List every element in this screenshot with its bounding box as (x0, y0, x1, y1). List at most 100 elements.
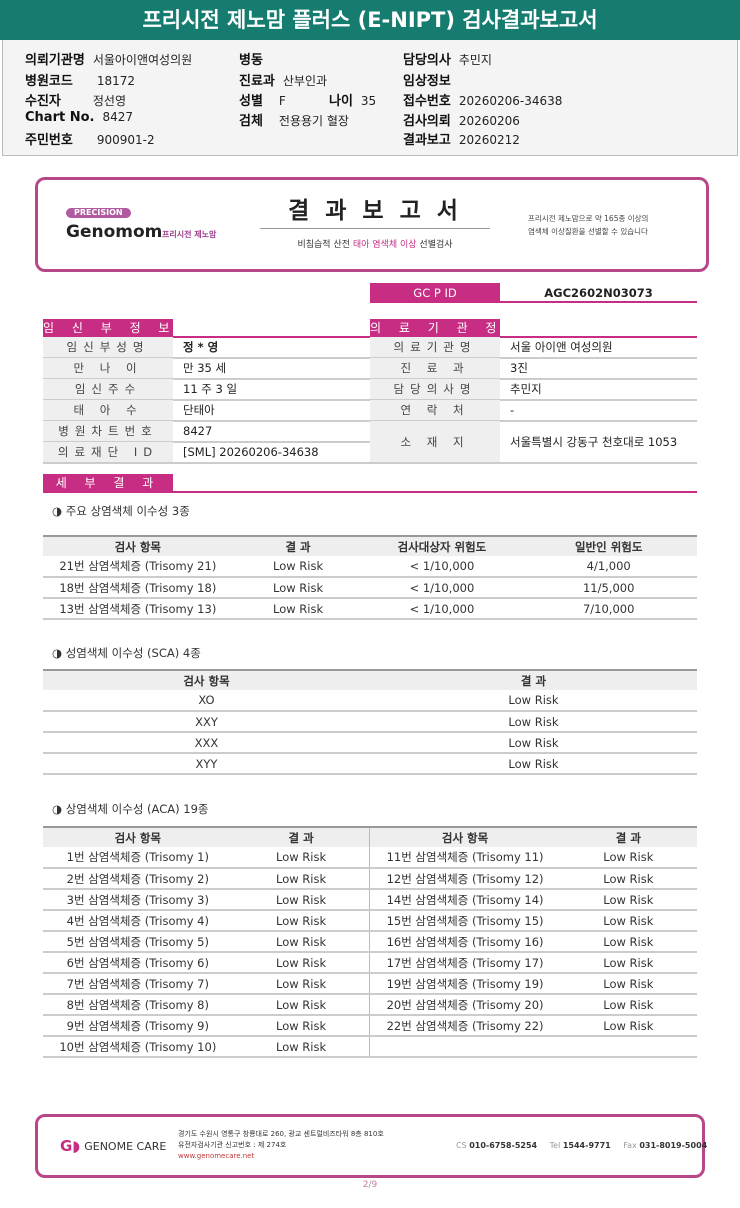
table-cell: Low Risk (559, 931, 697, 953)
clinical-field: 임상정보 (403, 74, 451, 89)
table-cell: 10번 삼염색체증 (Trisomy 10) (43, 1036, 233, 1058)
major-aneuploidy-table: 검사 항목 결 과 검사대상자 위험도 일반인 위험도 21번 삼염색체증 (Triso… (43, 535, 697, 620)
column-header: 일반인 위험도 (520, 535, 697, 556)
genome-care-logo-icon: G◗ (60, 1137, 81, 1155)
hospital-code-field: 병원코드 18172 (25, 74, 136, 89)
table-cell: Low Risk (232, 931, 370, 953)
row-divider (43, 378, 370, 380)
pregnant-info-label: 임신부성명 (43, 337, 173, 358)
table-cell: Low Risk (232, 1015, 370, 1037)
table-row: XXX Low Risk (43, 732, 697, 754)
row-divider (370, 462, 697, 464)
patient-header: 의뢰기관명 서울아이앤여성의원 병원코드 18172 수진자 정선영 Chart No… (2, 40, 738, 156)
report-date-field: 결과보고 20260212 (403, 133, 520, 148)
table-cell (559, 1036, 697, 1058)
row-divider (370, 420, 697, 422)
table-cell: XXY (43, 711, 370, 733)
pregnant-info-label: 만 나 이 (43, 358, 173, 379)
aca-section-label: ◑ 상염색체 이수성 (ACA) 19종 (52, 802, 209, 816)
table-cell: 17번 삼염색체증 (Trisomy 17) (369, 952, 560, 974)
column-header: 결 과 (232, 535, 364, 556)
table-cell: 11/5,000 (520, 577, 697, 599)
pregnant-info-value: 8427 (183, 424, 213, 438)
table-cell: 13번 삼염색체증 (Trisomy 13) (43, 598, 233, 620)
institution-info-label: 진 료 과 (370, 358, 500, 379)
aca-table: 검사 항목 결 과 검사 항목 결 과 1번 삼염색체증 (Trisomy 1) Low … (43, 826, 697, 1058)
banner-tagline: 프리시전 제노맘으로 약 165종 이상의 염색체 이상질환을 선별할 수 있습니… (528, 214, 649, 236)
table-cell: Low Risk (232, 598, 364, 620)
table-cell: Low Risk (559, 889, 697, 911)
table-cell: Low Risk (232, 973, 370, 995)
table-cell: 7/10,000 (520, 598, 697, 620)
table-cell: < 1/10,000 (363, 577, 521, 599)
table-row: XO Low Risk (43, 690, 697, 712)
pregnant-info-value: 단태아 (183, 403, 215, 417)
table-cell: Low Risk (232, 910, 370, 932)
website-link[interactable]: www.genomecare.net (178, 1152, 255, 1160)
institution-info-value: 서울 아이앤 여성의원 (510, 340, 613, 354)
table-cell: Low Risk (232, 952, 370, 974)
column-header: 검사 항목 (43, 826, 233, 847)
institution-info-value: - (510, 403, 515, 417)
report-title: 프리시전 제노맘 플러스 (E-NIPT) 검사결과보고서 (0, 0, 740, 40)
table-cell: 18번 삼염색체증 (Trisomy 18) (43, 577, 233, 599)
table-cell: Low Risk (370, 753, 697, 775)
table-cell: Low Risk (370, 690, 697, 712)
table-cell: Low Risk (559, 847, 697, 869)
table-row: 2번 삼염색체증 (Trisomy 2) Low Risk 12번 삼염색체증 (T… (43, 868, 697, 890)
table-cell: Low Risk (559, 952, 697, 974)
table-cell: 22번 삼염색체증 (Trisomy 22) (369, 1015, 560, 1037)
institution-info-label: 소 재 지 (370, 421, 500, 463)
pregnant-info-label: 임신주수 (43, 379, 173, 400)
sca-section-label: ◑ 성염색체 이수성 (SCA) 4종 (52, 646, 201, 660)
institution-info-value: 추민지 (510, 382, 542, 396)
pregnant-info-label: 병원차트번호 (43, 421, 173, 442)
brand-subtitle: 프리시전 제노맘 (162, 230, 217, 239)
genome-care-logo: G◗ GENOME CARE (60, 1137, 167, 1155)
table-row: 8번 삼염색체증 (Trisomy 8) Low Risk 20번 삼염색체증 (T… (43, 994, 697, 1016)
pregnant-info-header: 임 신 부 정 보 (43, 319, 177, 337)
request-field: 검사의뢰 20260206 (403, 114, 520, 129)
column-header: 검사 항목 (43, 535, 233, 556)
table-cell: Low Risk (232, 1036, 370, 1058)
section-divider (43, 491, 697, 493)
dept-field: 진료과 산부인과 (239, 74, 328, 89)
table-row: 18번 삼염색체증 (Trisomy 18) Low Risk < 1/10,000… (43, 577, 697, 599)
column-header: 결 과 (232, 826, 370, 847)
doctor-field: 담당의사 추민지 (403, 53, 492, 68)
table-cell (369, 1036, 560, 1058)
footer: G◗ GENOME CARE 경기도 수원시 영통구 창룡대로 260, 광교 센… (35, 1114, 708, 1178)
row-divider (370, 399, 697, 401)
table-cell: Low Risk (559, 973, 697, 995)
table-header-row: 검사 항목 결 과 (43, 669, 697, 690)
precision-badge: PRECISION (66, 208, 131, 218)
row-divider (43, 441, 370, 443)
table-cell: 7번 삼염색체증 (Trisomy 7) (43, 973, 233, 995)
table-row: 4번 삼염색체증 (Trisomy 4) Low Risk 15번 삼염색체증 (T… (43, 910, 697, 932)
report-banner: PRECISION Genomom 프리시전 제노맘 결 과 보 고 서 비침습… (35, 177, 709, 272)
resident-field: 주민번호 900901-2 (25, 133, 155, 148)
row-divider (370, 357, 697, 359)
table-cell: 5번 삼염색체증 (Trisomy 5) (43, 931, 233, 953)
table-cell: Low Risk (370, 732, 697, 754)
table-cell: Low Risk (232, 868, 370, 890)
institution-field: 의뢰기관명 서울아이앤여성의원 (25, 53, 193, 68)
sca-table: 검사 항목 결 과 XO Low Risk XXY Low Risk XXX Low Risk… (43, 669, 697, 775)
table-cell: < 1/10,000 (363, 598, 521, 620)
table-cell: 8번 삼염색체증 (Trisomy 8) (43, 994, 233, 1016)
table-row: XXY Low Risk (43, 711, 697, 733)
pregnant-info-value: [SML] 20260206-34638 (183, 445, 319, 459)
table-cell: 4번 삼염색체증 (Trisomy 4) (43, 910, 233, 932)
table-cell: Low Risk (232, 994, 370, 1016)
footer-contacts: CS 010-6758-5254 Tel 1544-9771 Fax 031-8… (456, 1141, 708, 1150)
table-cell: Low Risk (232, 889, 370, 911)
ward-field: 병동 (239, 53, 263, 68)
table-cell: 1번 삼염색체증 (Trisomy 1) (43, 847, 233, 869)
table-cell: Low Risk (559, 994, 697, 1016)
patient-field: 수진자 정선영 (25, 94, 127, 109)
receipt-field: 접수번호 20260206-34638 (403, 94, 563, 109)
table-cell: Low Risk (232, 556, 364, 578)
table-cell: Low Risk (559, 1015, 697, 1037)
table-cell: Low Risk (559, 868, 697, 890)
table-row: 21번 삼염색체증 (Trisomy 21) Low Risk < 1/10,000… (43, 556, 697, 578)
